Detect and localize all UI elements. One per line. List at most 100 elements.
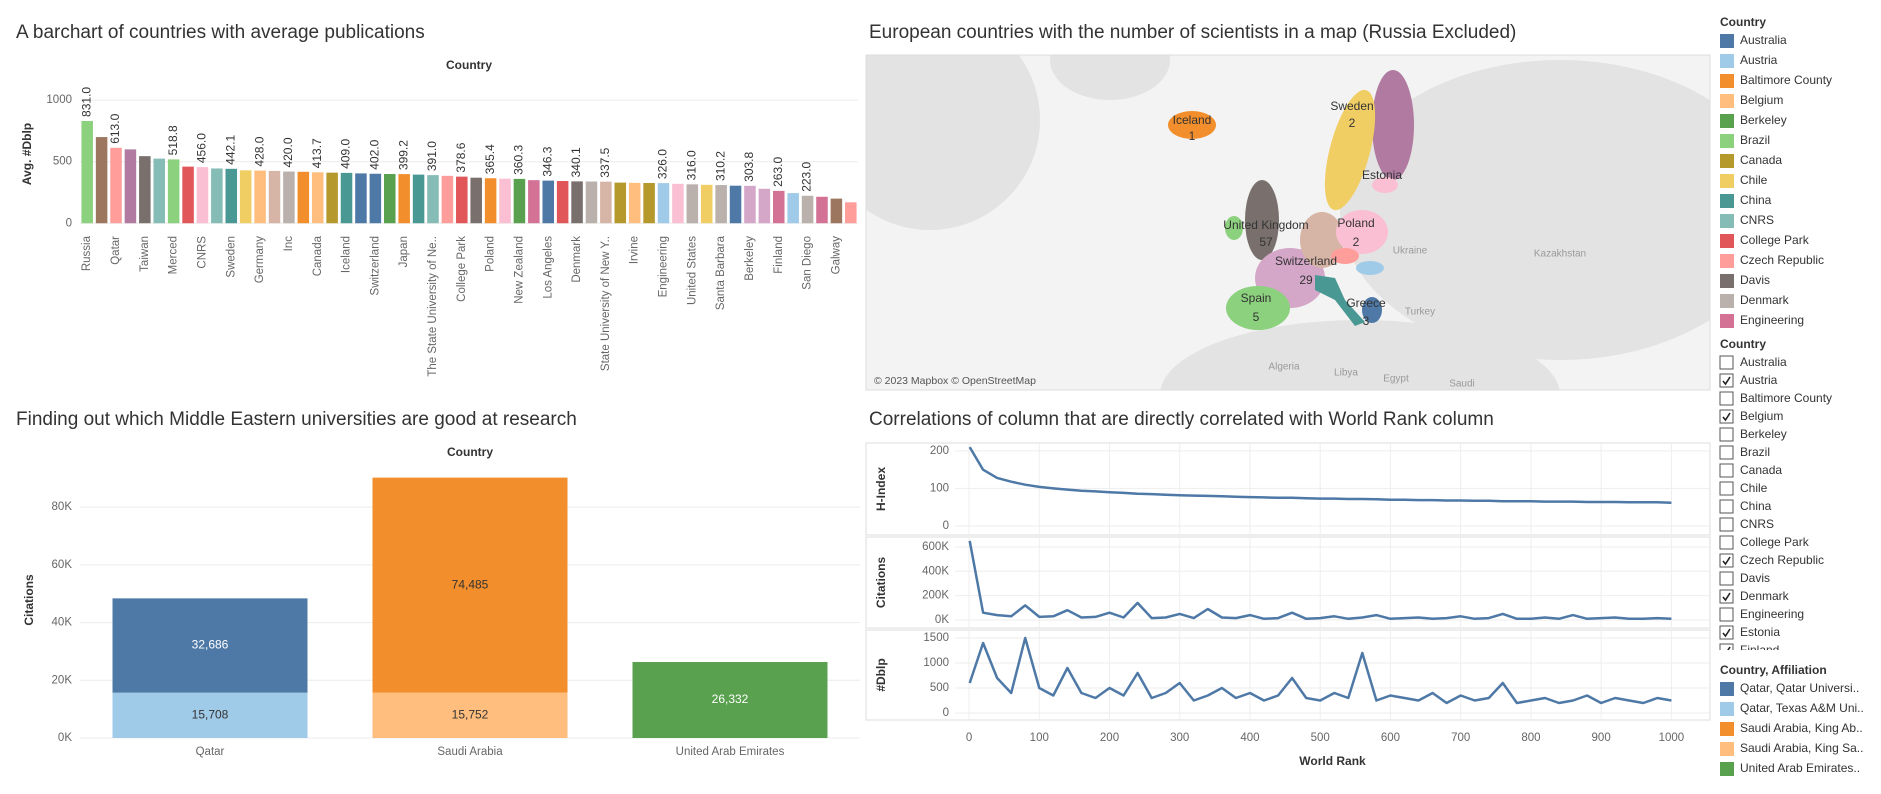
- filter-label[interactable]: Denmark: [1740, 589, 1790, 603]
- legend-swatch[interactable]: [1720, 682, 1734, 696]
- legend-label[interactable]: Australia: [1740, 33, 1787, 47]
- filter-label[interactable]: Czech Republic: [1740, 553, 1824, 567]
- map: © 2023 Mapbox © OpenStreetMap Iceland 1 Sw…: [866, 55, 1710, 390]
- y-tick-label: 0: [943, 707, 949, 719]
- checkmark[interactable]: [1722, 376, 1731, 386]
- checkbox[interactable]: [1719, 517, 1734, 532]
- bar: [585, 181, 598, 224]
- legend-swatch[interactable]: [1720, 722, 1734, 736]
- legend-swatch[interactable]: [1720, 294, 1734, 308]
- checkbox[interactable]: [1719, 553, 1734, 568]
- legend-swatch[interactable]: [1720, 762, 1734, 776]
- legend-swatch[interactable]: [1720, 742, 1734, 756]
- legend-swatch[interactable]: [1720, 702, 1734, 716]
- legend-label[interactable]: College Park: [1740, 233, 1810, 247]
- checkbox[interactable]: [1719, 409, 1734, 424]
- filter-label[interactable]: Davis: [1740, 571, 1770, 585]
- checkbox[interactable]: [1719, 571, 1734, 586]
- legend-label[interactable]: Brazil: [1740, 133, 1770, 147]
- legend-swatch[interactable]: [1720, 214, 1734, 228]
- filter-label[interactable]: China: [1740, 499, 1772, 513]
- legend-label[interactable]: Belgium: [1740, 93, 1783, 107]
- legend-swatch[interactable]: [1720, 234, 1734, 248]
- checkbox[interactable]: [1719, 607, 1734, 622]
- legend-swatch[interactable]: [1720, 154, 1734, 168]
- legend-label[interactable]: Berkeley: [1740, 113, 1787, 127]
- checkbox[interactable]: [1719, 643, 1734, 657]
- checkmark[interactable]: [1722, 628, 1731, 638]
- legend-label[interactable]: Engineering: [1740, 313, 1804, 327]
- checkbox[interactable]: [1719, 499, 1734, 514]
- legend-label[interactable]: Baltimore County: [1740, 73, 1832, 87]
- checkbox[interactable]: [1719, 589, 1734, 604]
- checkbox[interactable]: [1719, 481, 1734, 496]
- checkbox[interactable]: [1719, 373, 1734, 388]
- checkbox[interactable]: [1719, 391, 1734, 406]
- filter-label[interactable]: Austria: [1740, 373, 1778, 387]
- checkmark[interactable]: [1722, 412, 1731, 422]
- legend-swatch[interactable]: [1720, 34, 1734, 48]
- filter-label[interactable]: Chile: [1740, 481, 1768, 495]
- filter-label[interactable]: Baltimore County: [1740, 391, 1832, 405]
- legend-swatch[interactable]: [1720, 134, 1734, 148]
- bar: [729, 185, 742, 224]
- legend-label[interactable]: CNRS: [1740, 213, 1774, 227]
- filter-label[interactable]: Estonia: [1740, 625, 1780, 639]
- region: [1372, 177, 1398, 193]
- legend-label[interactable]: China: [1740, 193, 1772, 207]
- y-tick-label: 500: [53, 156, 72, 168]
- legend-swatch[interactable]: [1720, 54, 1734, 68]
- checkbox[interactable]: [1719, 445, 1734, 460]
- checkmark[interactable]: [1722, 592, 1731, 602]
- y-tick-label: 0K: [58, 732, 72, 744]
- x-tick-label: 300: [1170, 732, 1189, 744]
- region: [1356, 261, 1384, 275]
- legend-swatch[interactable]: [1720, 94, 1734, 108]
- legend-swatch[interactable]: [1720, 254, 1734, 268]
- filter-label[interactable]: Canada: [1740, 463, 1782, 477]
- legend-swatch[interactable]: [1720, 274, 1734, 288]
- bar: [283, 171, 295, 224]
- legend-label[interactable]: Davis: [1740, 273, 1770, 287]
- region: [1315, 275, 1365, 326]
- x-tick-label: CNRS: [196, 236, 208, 269]
- checkbox[interactable]: [1719, 463, 1734, 478]
- filter-label[interactable]: Berkeley: [1740, 427, 1787, 441]
- land: [1050, 55, 1170, 100]
- x-tick-label: New Zealand: [513, 236, 525, 304]
- legend-label[interactable]: Qatar, Qatar Universi..: [1740, 681, 1859, 695]
- filter-label[interactable]: Australia: [1740, 355, 1787, 369]
- legend-swatch[interactable]: [1720, 314, 1734, 328]
- legend-label[interactable]: Saudi Arabia, King Ab..: [1740, 721, 1863, 735]
- legend-label[interactable]: Austria: [1740, 53, 1778, 67]
- y-tick-label: 80K: [52, 501, 73, 513]
- checkbox[interactable]: [1719, 427, 1734, 442]
- legend-label[interactable]: Saudi Arabia, King Sa..: [1740, 741, 1863, 755]
- filter-label[interactable]: Brazil: [1740, 445, 1770, 459]
- filter-label[interactable]: College Park: [1740, 535, 1810, 549]
- filter-label[interactable]: Finland: [1740, 643, 1779, 657]
- filter-label[interactable]: CNRS: [1740, 517, 1774, 531]
- checkbox[interactable]: [1719, 535, 1734, 550]
- checkbox[interactable]: [1719, 355, 1734, 370]
- filter-label[interactable]: Belgium: [1740, 409, 1783, 423]
- checkmark[interactable]: [1723, 646, 1731, 654]
- filter-label[interactable]: Engineering: [1740, 607, 1804, 621]
- legend-label[interactable]: Canada: [1740, 153, 1782, 167]
- checkbox[interactable]: [1719, 625, 1734, 640]
- legend-label[interactable]: Chile: [1740, 173, 1768, 187]
- legend-swatch[interactable]: [1720, 74, 1734, 88]
- legend-label[interactable]: Czech Republic: [1740, 253, 1824, 267]
- x-tick-label: Poland: [485, 236, 497, 272]
- x-tick-label: Japan: [398, 236, 410, 267]
- legend-swatch[interactable]: [1720, 174, 1734, 188]
- legend-label[interactable]: United Arab Emirates..: [1740, 761, 1860, 775]
- checkmark[interactable]: [1722, 556, 1731, 566]
- legend-swatch[interactable]: [1720, 114, 1734, 128]
- bar: [81, 120, 93, 224]
- legend-swatch[interactable]: [1720, 194, 1734, 208]
- legend-label[interactable]: Denmark: [1740, 293, 1790, 307]
- value-label: 263.0: [771, 157, 785, 187]
- header: Country: [446, 58, 492, 72]
- legend-label[interactable]: Qatar, Texas A&M Uni..: [1740, 701, 1864, 715]
